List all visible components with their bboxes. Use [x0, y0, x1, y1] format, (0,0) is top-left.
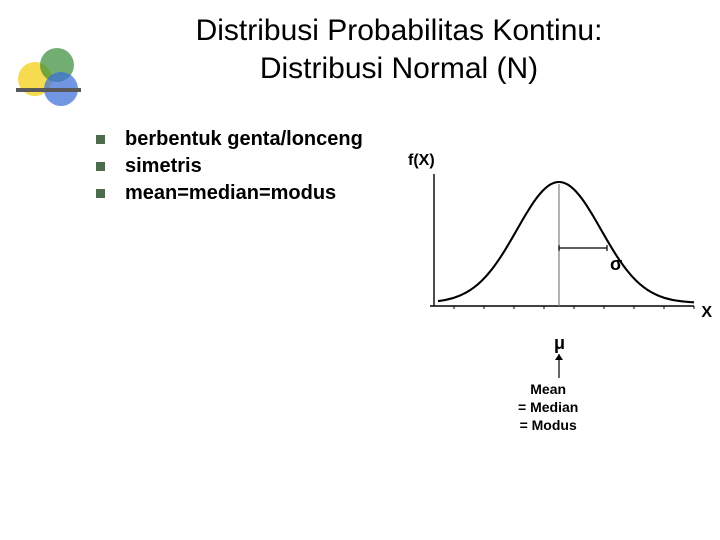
page-title: Distribusi Probabilitas Kontinu: Distrib… — [118, 12, 680, 87]
bullet-text: mean=median=modus — [125, 182, 336, 205]
mean-line-2: = Median — [518, 398, 578, 416]
chart-svg — [394, 138, 714, 398]
bullet-item: mean=median=modus — [96, 182, 406, 205]
bullet-item: simetris — [96, 155, 406, 178]
title-line-1: Distribusi Probabilitas Kontinu: — [118, 12, 680, 50]
bullet-list: berbentuk genta/lonceng simetris mean=me… — [96, 128, 406, 209]
title-line-2: Distribusi Normal (N) — [118, 50, 680, 88]
bullet-item: berbentuk genta/lonceng — [96, 128, 406, 151]
square-bullet-icon — [96, 135, 105, 144]
venn-logo — [18, 48, 80, 110]
square-bullet-icon — [96, 189, 105, 198]
mean-line-3: = Modus — [518, 416, 578, 434]
bullet-text: simetris — [125, 155, 202, 178]
bullet-text: berbentuk genta/lonceng — [125, 128, 363, 151]
square-bullet-icon — [96, 162, 105, 171]
normal-distribution-chart: f(X) X σ μ Mean = Median = Modus — [394, 138, 704, 398]
title-underline — [16, 88, 81, 92]
